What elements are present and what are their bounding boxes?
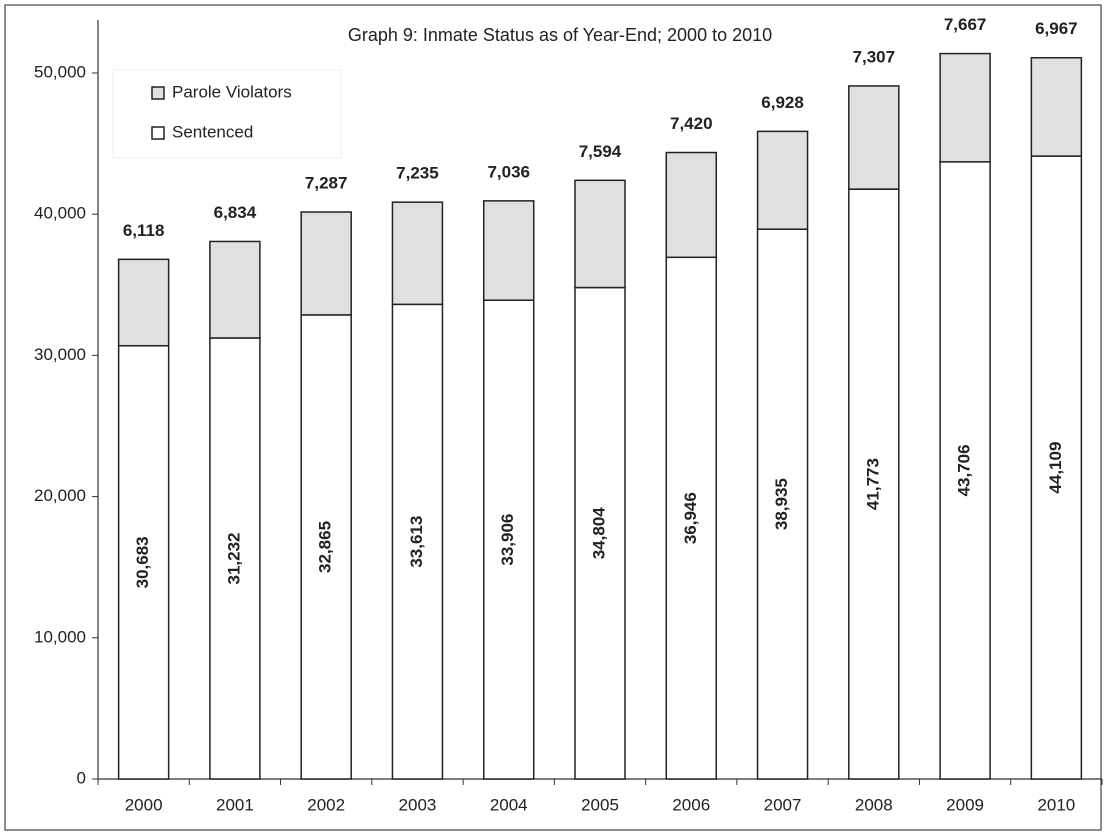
- value-label: 34,804: [589, 507, 608, 560]
- bar-segment: [300, 314, 352, 780]
- bar-segment: [756, 228, 809, 780]
- bar-segment: [574, 179, 626, 289]
- value-label: 7,287: [305, 174, 348, 193]
- value-label: 6,118: [123, 221, 165, 240]
- x-tick-label: 2003: [399, 795, 437, 814]
- legend-swatch: [151, 86, 165, 100]
- value-label: 6,928: [761, 93, 804, 112]
- value-label: 33,906: [498, 514, 517, 566]
- value-label: 7,036: [487, 162, 530, 181]
- value-label: 7,420: [670, 114, 713, 133]
- value-label: 6,967: [1035, 19, 1078, 38]
- x-tick-label: 2008: [855, 795, 893, 814]
- y-tick-label: 0: [77, 768, 86, 787]
- bar-segment: [209, 240, 261, 339]
- bar-segment: [574, 286, 626, 780]
- value-label: 41,773: [863, 458, 882, 510]
- y-tick-label: 10,000: [34, 627, 86, 646]
- value-label: 7,667: [944, 15, 987, 34]
- y-tick-label: 30,000: [34, 345, 86, 364]
- bar-segment: [117, 258, 170, 347]
- value-label: 7,235: [396, 164, 439, 183]
- value-label: 33,613: [407, 516, 426, 568]
- bar-segment: [391, 201, 444, 306]
- bar-segment: [665, 151, 718, 259]
- bar-segment: [300, 211, 352, 316]
- bar-segment: [756, 130, 809, 230]
- x-tick-label: 2000: [125, 795, 163, 814]
- bar-segment: [482, 299, 535, 780]
- bar-segment: [848, 85, 900, 190]
- x-tick-label: 2010: [1037, 795, 1075, 814]
- bar-segment: [665, 256, 718, 780]
- bar-segment: [939, 161, 991, 780]
- y-tick-label: 40,000: [34, 204, 86, 223]
- bar-segment: [939, 52, 991, 163]
- x-tick-label: 2005: [581, 795, 619, 814]
- legend-label: Parole Violators: [172, 82, 292, 101]
- bar-segment: [391, 303, 444, 780]
- bar-segment: [117, 344, 170, 780]
- value-label: 30,683: [133, 536, 152, 588]
- bar-segment: [209, 337, 261, 780]
- y-tick-label: 20,000: [34, 486, 86, 505]
- bar-segment: [1030, 57, 1083, 157]
- value-label: 43,706: [955, 444, 974, 496]
- legend-label: Sentenced: [172, 122, 253, 141]
- value-label: 32,865: [316, 521, 335, 573]
- chart-title: Graph 9: Inmate Status as of Year-End; 2…: [348, 25, 772, 45]
- value-label: 36,946: [681, 492, 700, 544]
- x-tick-label: 2006: [672, 795, 710, 814]
- value-label: 38,935: [772, 478, 791, 530]
- x-tick-label: 2007: [764, 795, 802, 814]
- value-label: 44,109: [1046, 442, 1065, 494]
- value-label: 31,232: [224, 532, 243, 584]
- bar-segment: [482, 200, 535, 301]
- legend-swatch: [151, 126, 165, 140]
- y-tick-label: 50,000: [34, 62, 86, 81]
- x-tick-label: 2001: [216, 795, 254, 814]
- value-label: 7,307: [853, 47, 896, 66]
- bar-segment: [848, 188, 900, 780]
- x-tick-label: 2004: [490, 795, 528, 814]
- value-label: 7,594: [579, 142, 622, 161]
- legend-box: [112, 69, 342, 159]
- x-tick-label: 2009: [946, 795, 984, 814]
- value-label: 6,834: [214, 203, 257, 222]
- x-tick-label: 2002: [307, 795, 345, 814]
- bar-segment: [1030, 155, 1083, 780]
